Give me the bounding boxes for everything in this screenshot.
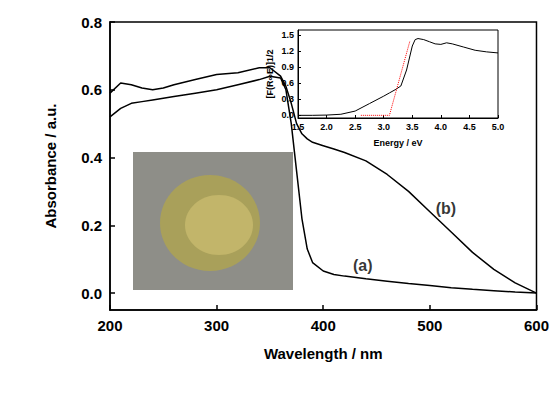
svg-text:0.8: 0.8 — [81, 14, 102, 31]
svg-text:1.5: 1.5 — [281, 30, 294, 40]
svg-text:2.0: 2.0 — [320, 122, 333, 132]
svg-text:Wavelength / nm: Wavelength / nm — [264, 345, 383, 362]
svg-text:0.9: 0.9 — [281, 62, 294, 72]
svg-text:500: 500 — [417, 317, 442, 334]
svg-text:3.0: 3.0 — [377, 122, 390, 132]
svg-text:Absorbance / a.u.: Absorbance / a.u. — [42, 103, 59, 228]
svg-text:4.5: 4.5 — [463, 122, 476, 132]
svg-text:0.0: 0.0 — [81, 285, 102, 302]
svg-text:(b): (b) — [436, 200, 456, 217]
svg-text:0.4: 0.4 — [81, 149, 103, 166]
svg-text:[F(R∞E)]1/2: [F(R∞E)]1/2 — [265, 50, 275, 99]
svg-text:400: 400 — [311, 317, 336, 334]
svg-text:0.6: 0.6 — [81, 81, 102, 98]
svg-text:0.6: 0.6 — [281, 78, 294, 88]
svg-text:0.0: 0.0 — [281, 110, 294, 120]
svg-text:2.5: 2.5 — [349, 122, 362, 132]
svg-text:3.5: 3.5 — [406, 122, 419, 132]
svg-text:Energy / eV: Energy / eV — [373, 138, 422, 148]
svg-text:4.0: 4.0 — [435, 122, 448, 132]
svg-text:600: 600 — [524, 317, 549, 334]
svg-text:300: 300 — [204, 317, 229, 334]
svg-text:0.3: 0.3 — [281, 94, 294, 104]
svg-text:1.2: 1.2 — [281, 46, 294, 56]
svg-text:5.0: 5.0 — [492, 122, 505, 132]
svg-text:0.2: 0.2 — [81, 217, 102, 234]
svg-text:1.5: 1.5 — [292, 122, 305, 132]
svg-text:(a): (a) — [353, 257, 373, 274]
svg-text:200: 200 — [97, 317, 122, 334]
